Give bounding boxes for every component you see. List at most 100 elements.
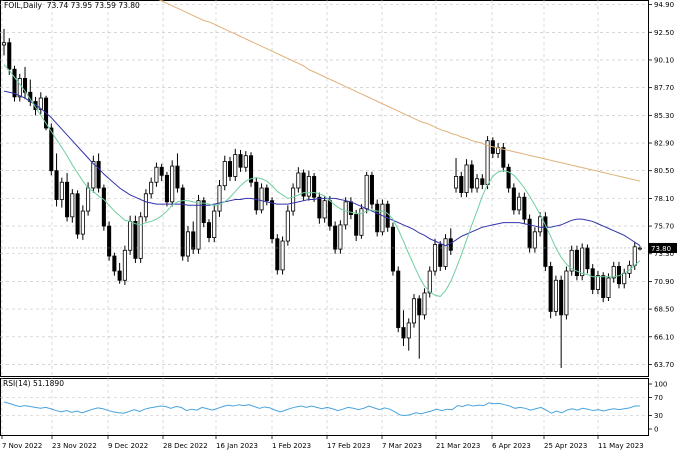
candle-down (559, 279, 564, 316)
rsi-header: RSI(14) 51.1890 (3, 379, 64, 388)
rsi-tick-label: 0 (654, 426, 658, 434)
candle-down (590, 268, 595, 290)
y-tick-label: 70.90 (654, 278, 674, 286)
candle-down (354, 214, 359, 236)
candle-up (222, 161, 227, 187)
candle-up (233, 154, 238, 177)
candle-down (385, 203, 390, 228)
candle-down (54, 170, 59, 200)
candle-down (101, 187, 106, 227)
y-tick-label: 73.30 (654, 250, 674, 258)
candle-up (564, 270, 569, 316)
candle-up (422, 292, 427, 316)
chart-timeframe: Daily (23, 1, 42, 10)
candle-up (553, 279, 558, 312)
candle-down (107, 225, 112, 257)
chart-header: FOIL,Daily 73.74 73.95 73.59 73.80 (4, 1, 140, 10)
candle-up (291, 187, 296, 212)
candle-down (369, 174, 374, 205)
x-tick-label: 25 Apr 2023 (544, 442, 587, 450)
price-panel-frame (0, 0, 649, 377)
candle-down (22, 78, 28, 93)
candle-down (396, 270, 401, 328)
candle-down (327, 200, 332, 227)
candle-up (212, 210, 217, 238)
x-tick-label: 11 May 2023 (598, 442, 644, 450)
candle-up (91, 161, 96, 189)
rsi-tick-label: 30 (654, 412, 663, 420)
candle-up (538, 216, 543, 233)
candle-down (201, 200, 206, 224)
candle-up (411, 298, 417, 324)
candle-down (96, 161, 101, 189)
candle-up (38, 97, 43, 110)
candle-up (17, 78, 22, 98)
y-tick-label: 87.70 (654, 84, 674, 92)
candle-down (175, 165, 180, 189)
candle-up (606, 277, 611, 298)
candle-up (580, 247, 585, 277)
candle-up (86, 187, 91, 212)
y-tick-label: 94.90 (654, 1, 674, 9)
candle-down (159, 166, 164, 176)
candle-up (1, 42, 7, 46)
y-tick-label: 85.30 (654, 112, 674, 120)
x-tick-label: 7 Nov 2022 (2, 442, 42, 450)
x-tick-label: 9 Dec 2022 (108, 442, 148, 450)
candle-down (249, 155, 254, 183)
candle-down (49, 127, 54, 172)
x-tick-label: 7 Mar 2023 (382, 442, 422, 450)
candle-up (138, 216, 143, 259)
x-tick-label: 16 Jan 2023 (216, 442, 258, 450)
rsi-tick-label: 70 (654, 394, 663, 402)
candle-up (485, 140, 490, 185)
candle-up (454, 176, 459, 189)
candle-down (527, 218, 532, 249)
candle-down (65, 181, 70, 218)
candle-up (432, 244, 438, 272)
candle-down (7, 42, 12, 70)
sma-mid-line (3, 90, 641, 247)
candle-down (506, 166, 511, 189)
y-tick-label: 80.50 (654, 167, 674, 175)
x-tick-label: 21 Mar 2023 (436, 442, 480, 450)
candle-up (196, 200, 201, 250)
candle-up (464, 164, 469, 194)
y-tick-label: 90.10 (654, 56, 674, 64)
candle-down (459, 176, 464, 194)
y-tick-label: 66.10 (654, 333, 674, 341)
candle-up (338, 224, 343, 250)
y-tick-label: 92.50 (654, 29, 674, 37)
candle-up (322, 200, 327, 219)
candle-up (70, 193, 75, 218)
candle-down (585, 247, 590, 270)
candle-up (122, 249, 127, 281)
candle-down (317, 196, 322, 219)
candle-up (170, 165, 175, 203)
candle-down (191, 231, 196, 250)
last-price-box (649, 242, 677, 253)
candle-up (380, 203, 385, 233)
candle-down (333, 225, 338, 250)
candle-up (359, 208, 364, 236)
candle-down (390, 226, 395, 272)
candle-up (185, 231, 190, 257)
candle-down (448, 238, 453, 251)
candle-up (285, 210, 290, 242)
candle-down (164, 174, 169, 203)
candle-down (511, 187, 516, 211)
candle-up (128, 221, 133, 251)
candle-down (238, 154, 243, 168)
last-price-label: 73.80 (651, 245, 671, 253)
candle-down (312, 176, 317, 198)
candle-up (364, 174, 369, 210)
rsi-line (3, 401, 641, 417)
candle-up (475, 178, 480, 189)
chart-quote: 73.74 73.95 73.59 73.80 (46, 1, 140, 10)
candle-down (601, 275, 606, 298)
sma-fast-line (3, 64, 641, 297)
candle-up (343, 201, 348, 226)
y-tick-label: 82.90 (654, 140, 674, 148)
